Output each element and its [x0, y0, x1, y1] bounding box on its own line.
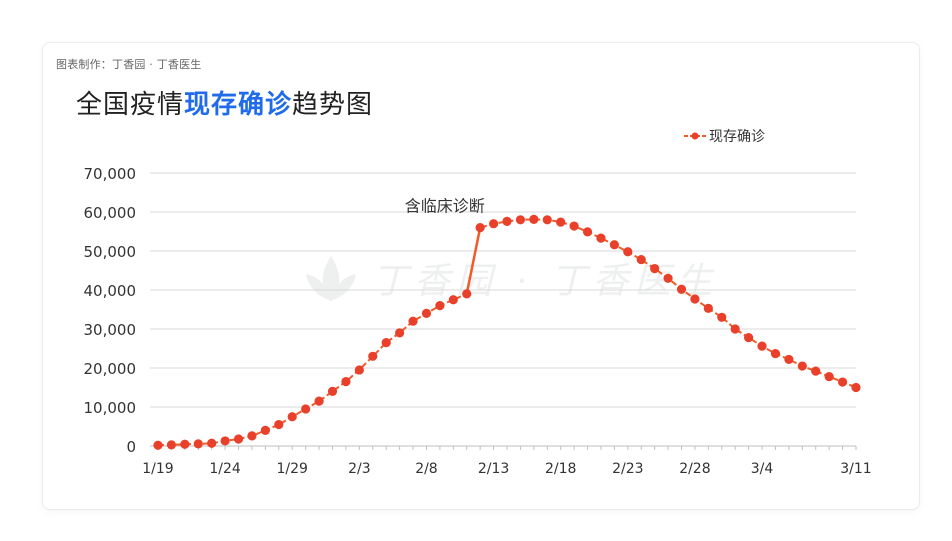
jump-segment [465, 227, 482, 295]
legend-label: 现存确诊 [709, 129, 765, 145]
legend: 现存确诊 [684, 129, 765, 145]
data-point [220, 436, 230, 446]
data-point [301, 404, 311, 414]
y-tick-label: 70,000 [84, 165, 137, 183]
data-point [556, 217, 566, 227]
title-highlight: 现存确诊 [184, 90, 293, 120]
data-point [354, 365, 364, 375]
data-point [582, 227, 593, 237]
data-point [341, 377, 351, 387]
data-point [381, 338, 391, 348]
data-point [488, 219, 499, 229]
data-point [233, 434, 244, 444]
y-tick-label: 0 [126, 438, 136, 456]
data-point [569, 221, 579, 231]
y-tick-label: 50,000 [84, 243, 137, 261]
data-point [623, 247, 633, 257]
gridlines [150, 172, 856, 447]
data-point [676, 284, 687, 294]
data-point [448, 295, 458, 305]
data-point [744, 332, 754, 343]
data-point [784, 354, 794, 365]
data-point [502, 216, 512, 226]
data-point [166, 440, 177, 450]
data-point [757, 341, 767, 351]
data-point [207, 438, 217, 448]
title-suffix: 趋势图 [292, 90, 374, 120]
data-point [609, 240, 619, 250]
data-point [851, 382, 861, 393]
y-tick-label: 30,000 [84, 321, 137, 339]
data-point [717, 312, 727, 322]
data-point [193, 439, 203, 449]
data-point [327, 386, 338, 396]
data-point [529, 214, 539, 225]
data-point [180, 439, 190, 449]
series-path [157, 218, 857, 447]
x-tick-label: 1/24 [209, 461, 241, 477]
x-tick-label: 2/28 [679, 461, 710, 477]
annotation-label: 含临床诊断 [405, 197, 485, 216]
data-point [811, 366, 821, 376]
x-tick-label: 2/13 [478, 461, 509, 477]
legend-marker [691, 132, 699, 140]
data-point [797, 361, 807, 371]
data-point [837, 377, 848, 387]
x-tick-label: 1/29 [277, 461, 308, 477]
data-point [650, 263, 660, 274]
x-tick-label: 2/18 [545, 461, 576, 477]
data-point [421, 308, 432, 318]
chart-title: 全国疫情现存确诊趋势图 [76, 84, 373, 121]
data-point [368, 351, 378, 361]
series-line [153, 214, 861, 450]
credit-text: 图表制作：丁香园 · 丁香医生 [56, 58, 202, 71]
y-tick-label: 20,000 [84, 360, 137, 378]
data-point [408, 316, 418, 326]
title-prefix: 全国疫情 [76, 90, 185, 120]
y-axis: 0 10,000 20,000 30,000 40,000 50,000 60,000 70,… [84, 165, 137, 456]
x-tick-label: 2/3 [348, 461, 371, 477]
y-tick-label: 10,000 [84, 399, 137, 417]
data-point [287, 412, 297, 422]
x-tick-label: 1/19 [142, 461, 173, 477]
data-point [314, 396, 324, 406]
chart-card [42, 42, 920, 510]
x-tick-label: 3/4 [751, 461, 774, 477]
data-point [690, 294, 700, 304]
data-point [824, 371, 834, 382]
data-point [730, 324, 740, 334]
x-tick-label: 2/23 [612, 461, 643, 477]
x-tick-label: 2/8 [415, 461, 438, 477]
x-tick-label: 3/11 [840, 461, 871, 477]
data-point [247, 431, 257, 441]
data-point [475, 223, 485, 233]
x-axis: 1/19 1/24 1/29 2/3 2/8 2/13 2/18 2/23 2/28 3/4 3/1… [142, 445, 872, 477]
data-point [462, 289, 472, 299]
data-point [274, 419, 284, 430]
data-point [542, 215, 552, 225]
data-point [703, 303, 713, 313]
data-point [395, 328, 405, 338]
y-tick-label: 40,000 [84, 282, 137, 300]
y-tick-label: 60,000 [84, 204, 137, 222]
annotation: 含临床诊断 [405, 197, 485, 216]
data-point [260, 425, 270, 435]
data-point [770, 348, 781, 359]
data-point [663, 273, 673, 283]
data-point [435, 301, 445, 311]
data-point [153, 440, 163, 450]
data-point [636, 254, 646, 265]
data-point [515, 215, 526, 225]
data-point [596, 233, 606, 243]
